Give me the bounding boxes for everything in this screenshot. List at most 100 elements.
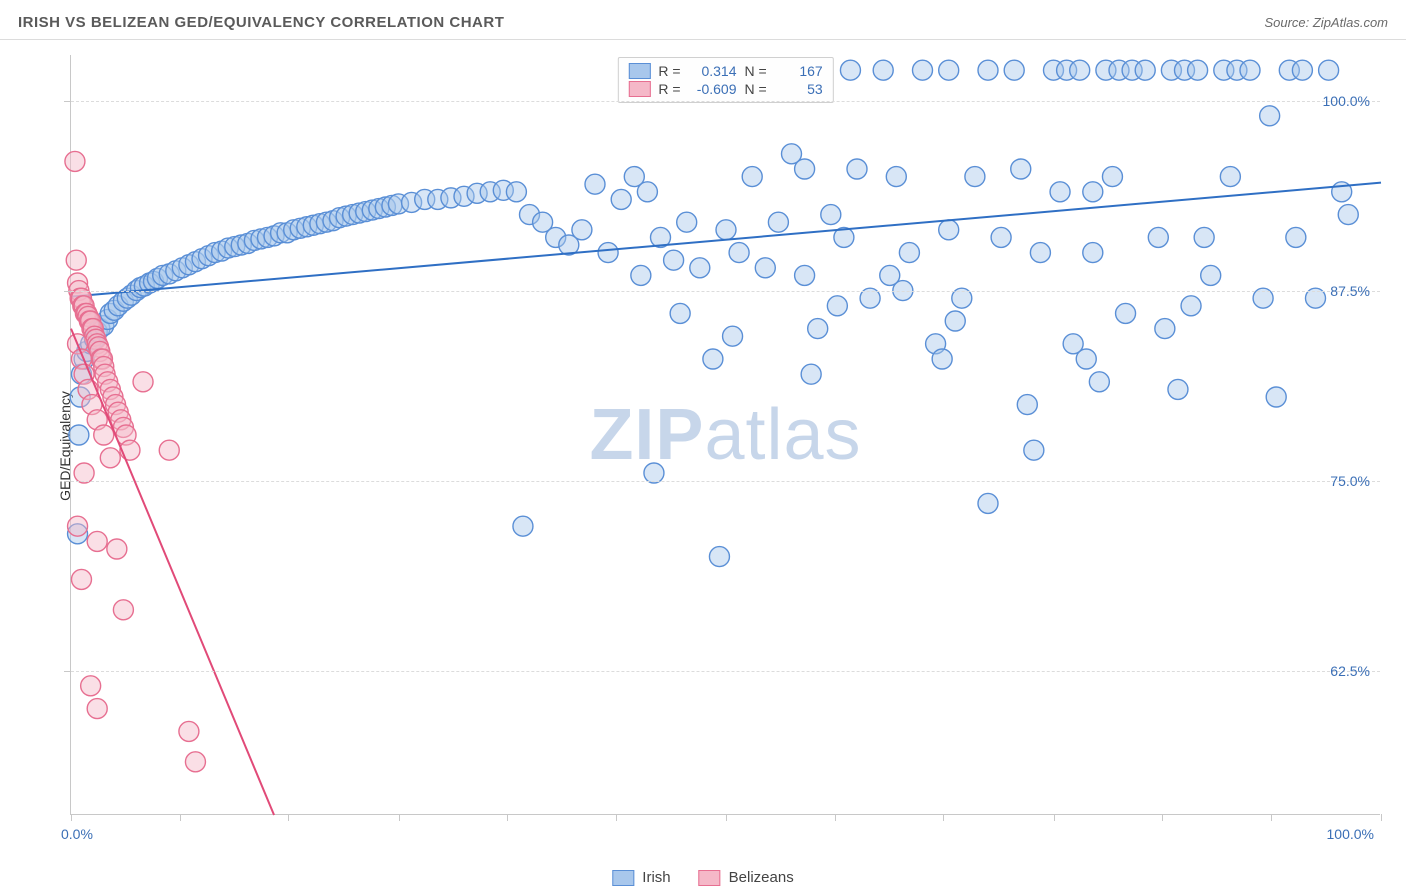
scatter-point [1168, 379, 1188, 399]
stat-row: R =-0.609N =53 [628, 80, 822, 98]
x-tick [616, 814, 617, 821]
scatter-point [729, 243, 749, 263]
scatter-point [1338, 205, 1358, 225]
x-tick [399, 814, 400, 821]
x-tick [1054, 814, 1055, 821]
x-tick-max: 100.0% [1327, 826, 1374, 842]
grid-line [71, 291, 1380, 292]
y-tick-label: 75.0% [1330, 473, 1370, 489]
scatter-point [611, 189, 631, 209]
stat-n-label: N = [745, 81, 767, 97]
scatter-point [991, 227, 1011, 247]
scatter-point [670, 303, 690, 323]
scatter-point [703, 349, 723, 369]
x-tick-min: 0.0% [61, 826, 93, 842]
x-tick [180, 814, 181, 821]
scatter-svg [71, 55, 1380, 814]
scatter-point [1102, 167, 1122, 187]
chart-source: Source: ZipAtlas.com [1264, 15, 1388, 30]
scatter-point [1319, 60, 1339, 80]
x-tick [943, 814, 944, 821]
scatter-point [1194, 227, 1214, 247]
y-tick [64, 291, 71, 292]
legend-label: Irish [642, 869, 670, 886]
scatter-point [801, 364, 821, 384]
scatter-point [1201, 265, 1221, 285]
scatter-point [81, 676, 101, 696]
scatter-point [1286, 227, 1306, 247]
chart-header: IRISH VS BELIZEAN GED/EQUIVALENCY CORREL… [0, 0, 1406, 40]
scatter-point [133, 372, 153, 392]
legend-swatch [628, 81, 650, 97]
y-tick-label: 62.5% [1330, 663, 1370, 679]
x-tick [288, 814, 289, 821]
scatter-point [1004, 60, 1024, 80]
x-tick [1271, 814, 1272, 821]
scatter-point [506, 182, 526, 202]
scatter-point [69, 425, 89, 445]
scatter-point [631, 265, 651, 285]
stat-row: R =0.314N =167 [628, 62, 822, 80]
scatter-point [1181, 296, 1201, 316]
scatter-point [71, 569, 91, 589]
scatter-point [795, 159, 815, 179]
scatter-point [113, 600, 133, 620]
scatter-point [755, 258, 775, 278]
stat-r-label: R = [658, 63, 680, 79]
stat-box: R =0.314N =167R =-0.609N =53 [617, 57, 833, 103]
scatter-point [821, 205, 841, 225]
scatter-point [886, 167, 906, 187]
scatter-point [1155, 319, 1175, 339]
scatter-point [1266, 387, 1286, 407]
scatter-point [1188, 60, 1208, 80]
scatter-point [827, 296, 847, 316]
stat-r-label: R = [658, 81, 680, 97]
scatter-point [1030, 243, 1050, 263]
scatter-point [1220, 167, 1240, 187]
scatter-point [100, 448, 120, 468]
scatter-point [873, 60, 893, 80]
scatter-point [107, 539, 127, 559]
scatter-point [598, 243, 618, 263]
legend-swatch [612, 870, 634, 886]
scatter-point [87, 699, 107, 719]
scatter-point [1024, 440, 1044, 460]
scatter-point [1050, 182, 1070, 202]
scatter-point [1240, 60, 1260, 80]
legend-swatch [699, 870, 721, 886]
y-tick-label: 87.5% [1330, 283, 1370, 299]
scatter-point [899, 243, 919, 263]
scatter-point [94, 425, 114, 445]
scatter-point [945, 311, 965, 331]
scatter-point [185, 752, 205, 772]
x-tick [507, 814, 508, 821]
scatter-point [1083, 182, 1103, 202]
scatter-point [880, 265, 900, 285]
scatter-point [913, 60, 933, 80]
x-tick [726, 814, 727, 821]
legend-label: Belizeans [729, 869, 794, 886]
scatter-point [709, 547, 729, 567]
scatter-point [513, 516, 533, 536]
scatter-point [1070, 60, 1090, 80]
scatter-point [87, 531, 107, 551]
scatter-point [840, 60, 860, 80]
scatter-point [120, 440, 140, 460]
scatter-point [723, 326, 743, 346]
legend-item: Belizeans [699, 869, 794, 886]
scatter-point [965, 167, 985, 187]
x-tick [1162, 814, 1163, 821]
trend-line [71, 329, 274, 815]
scatter-point [159, 440, 179, 460]
y-tick [64, 671, 71, 672]
scatter-point [716, 220, 736, 240]
grid-line [71, 101, 1380, 102]
y-tick [64, 481, 71, 482]
scatter-point [585, 174, 605, 194]
scatter-point [677, 212, 697, 232]
chart-container: IRISH VS BELIZEAN GED/EQUIVALENCY CORREL… [0, 0, 1406, 892]
x-tick [1381, 814, 1382, 821]
scatter-point [1260, 106, 1280, 126]
scatter-point [1116, 303, 1136, 323]
scatter-point [939, 220, 959, 240]
